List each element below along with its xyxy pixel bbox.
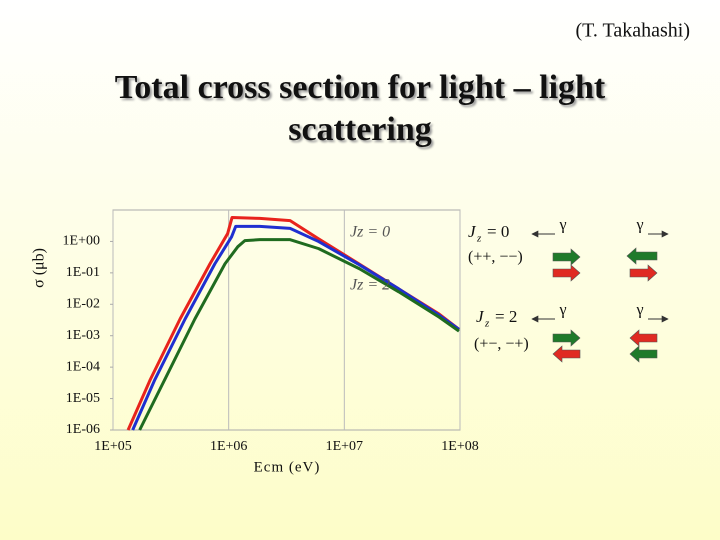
jz-value: = 0 — [487, 222, 509, 241]
spin-arrow — [552, 264, 581, 282]
x-tick-label: 1E+08 — [441, 439, 478, 454]
photon: γ — [635, 217, 643, 234]
helicity: (++, −−) — [468, 249, 523, 266]
jz-value: = 2 — [495, 307, 517, 326]
jz-symbol: J — [468, 222, 477, 241]
y-tick-label: 1E-01 — [66, 265, 100, 280]
series-line — [131, 224, 460, 431]
slide-title: Total cross section for light – light sca… — [115, 69, 606, 148]
plot: 1E+05 1E+06 1E+07 1E+08 1E+00 1E-01 1E-02 1E-03… — [31, 209, 479, 475]
spin-arrow — [629, 264, 658, 282]
annotation: Jz = 2 — [350, 277, 390, 294]
jz-symbol: J — [476, 307, 485, 326]
y-tick-label: 1E-02 — [66, 297, 100, 312]
jz-subscript: z — [476, 233, 482, 245]
photon: γ — [558, 302, 566, 319]
x-tick-label: 1E+07 — [326, 439, 363, 454]
helicity-diagram: J z = 0 (++, −−) J z = 2 (+−, −+) γ γ γ … — [468, 217, 669, 363]
y-tick-label: 1E+00 — [63, 234, 100, 249]
x-tick-label: 1E+05 — [94, 439, 131, 454]
photon: γ — [558, 217, 566, 234]
spin-arrow — [552, 248, 581, 266]
annotation: Jz = 0 — [350, 224, 390, 241]
spin-arrow — [552, 329, 581, 347]
y-tick-label: 1E-03 — [66, 328, 100, 343]
spin-arrow — [626, 247, 658, 265]
photon: γ — [635, 302, 643, 319]
series-line — [138, 238, 460, 431]
y-tick-label: 1E-05 — [66, 391, 100, 406]
spin-arrow — [552, 345, 581, 363]
helicity: (+−, −+) — [474, 336, 529, 353]
spin-arrow — [629, 345, 658, 363]
jz-subscript: z — [484, 318, 490, 330]
x-tick-label: 1E+06 — [210, 439, 247, 454]
credit: (T. Takahashi) — [576, 20, 690, 42]
title-text: Total cross section for light – light sca… — [115, 69, 606, 148]
y-tick-label: 1E-04 — [66, 359, 100, 374]
y-axis-label: σ (μb) — [31, 248, 48, 288]
y-tick-label: 1E-06 — [66, 422, 100, 437]
x-axis-label: Ecm (eV) — [254, 459, 321, 475]
spin-arrow — [629, 329, 658, 347]
